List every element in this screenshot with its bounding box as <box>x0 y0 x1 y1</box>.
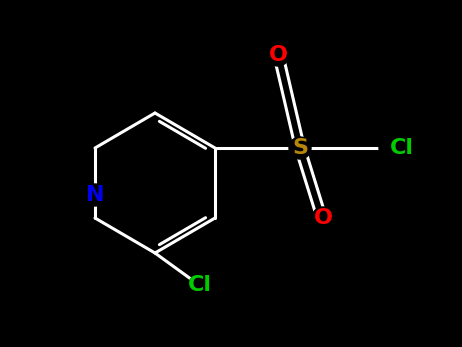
Text: S: S <box>292 138 308 158</box>
Circle shape <box>312 207 334 229</box>
Circle shape <box>289 137 311 159</box>
Text: O: O <box>268 45 287 65</box>
Circle shape <box>379 137 401 159</box>
Text: Cl: Cl <box>390 138 414 158</box>
Circle shape <box>84 184 106 206</box>
Text: O: O <box>314 208 333 228</box>
Text: N: N <box>86 185 104 205</box>
Circle shape <box>189 274 211 296</box>
Circle shape <box>267 44 289 66</box>
Text: Cl: Cl <box>188 275 212 295</box>
